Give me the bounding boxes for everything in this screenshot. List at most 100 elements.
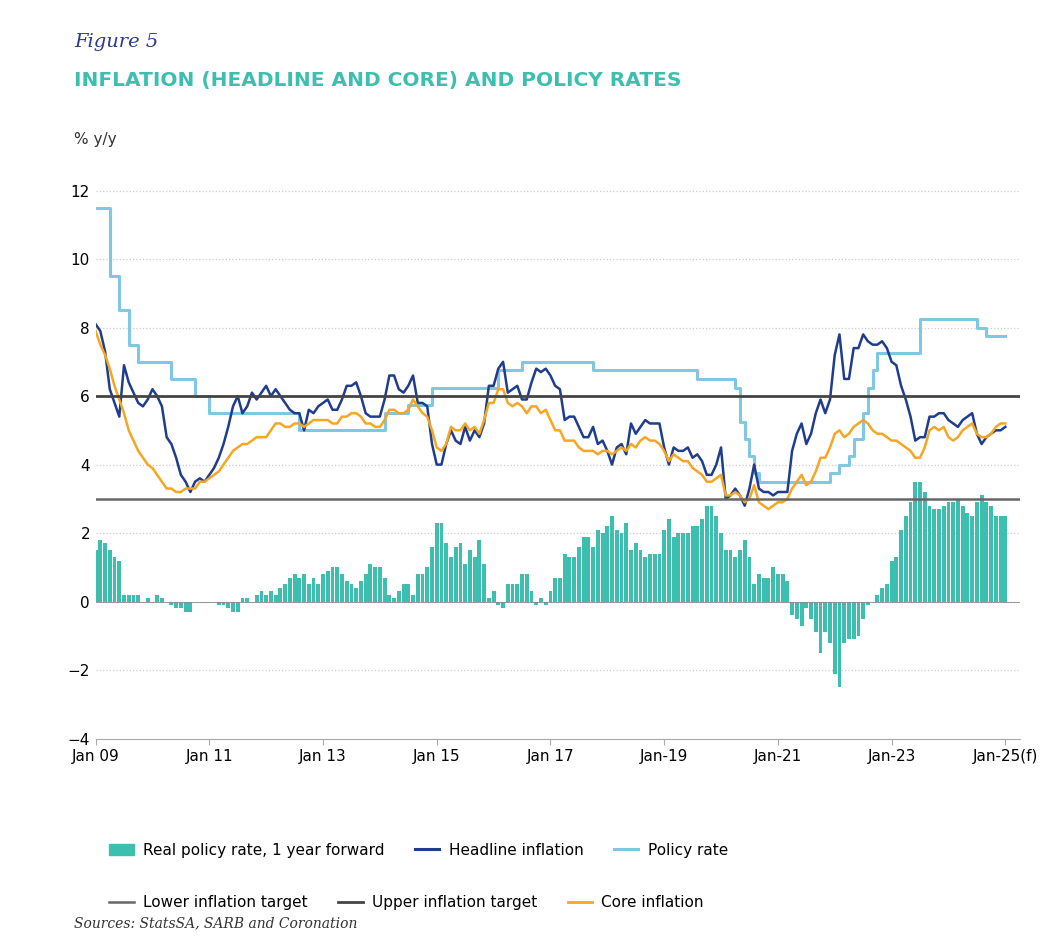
Bar (401, 584, 406, 601)
Bar (596, 529, 600, 601)
Bar (686, 533, 690, 601)
Bar (316, 584, 321, 601)
Bar (663, 529, 666, 601)
Bar (345, 581, 348, 601)
Bar (288, 578, 292, 601)
Bar (434, 523, 439, 601)
Bar (217, 601, 221, 605)
Bar (1004, 516, 1007, 601)
Bar (624, 523, 628, 601)
Bar (786, 581, 789, 601)
Bar (847, 601, 851, 639)
Bar (245, 599, 250, 601)
Bar (748, 557, 752, 601)
Bar (520, 574, 524, 601)
Bar (638, 550, 643, 601)
Bar (136, 595, 140, 601)
Bar (885, 584, 889, 601)
Bar (605, 527, 610, 601)
Bar (506, 584, 510, 601)
Bar (927, 506, 931, 601)
Bar (170, 601, 173, 605)
Bar (771, 567, 775, 601)
Bar (696, 527, 699, 601)
Bar (108, 550, 112, 601)
Bar (303, 574, 306, 601)
Text: Sources: StatsSA, SARB and Coronation: Sources: StatsSA, SARB and Coronation (74, 916, 358, 930)
Bar (657, 554, 662, 601)
Bar (875, 595, 879, 601)
Bar (226, 601, 230, 609)
Bar (946, 502, 950, 601)
Bar (548, 591, 552, 601)
Bar (330, 567, 335, 601)
Bar (852, 601, 856, 639)
Bar (118, 561, 121, 601)
Bar (563, 554, 567, 601)
Bar (482, 564, 486, 601)
Bar (918, 482, 922, 601)
Legend: Lower inflation target, Upper inflation target, Core inflation: Lower inflation target, Upper inflation … (103, 889, 709, 916)
Bar (160, 599, 164, 601)
Bar (601, 533, 604, 601)
Bar (99, 540, 102, 601)
Bar (416, 574, 419, 601)
Bar (984, 502, 989, 601)
Bar (952, 502, 955, 601)
Bar (397, 591, 400, 601)
Bar (582, 537, 585, 601)
Bar (724, 550, 727, 601)
Bar (761, 578, 766, 601)
Bar (586, 537, 590, 601)
Bar (842, 601, 846, 643)
Bar (809, 601, 812, 618)
Bar (264, 595, 268, 601)
Bar (259, 591, 263, 601)
Bar (407, 584, 410, 601)
Bar (629, 550, 633, 601)
Bar (709, 506, 714, 601)
Bar (572, 557, 576, 601)
Bar (349, 584, 354, 601)
Bar (738, 550, 742, 601)
Bar (188, 601, 192, 612)
Bar (178, 601, 183, 609)
Bar (866, 601, 870, 605)
Bar (752, 584, 756, 601)
Bar (544, 601, 548, 605)
Bar (373, 567, 377, 601)
Bar (890, 561, 893, 601)
Bar (453, 546, 458, 601)
Bar (634, 544, 637, 601)
Bar (311, 578, 315, 601)
Bar (93, 550, 98, 601)
Bar (340, 574, 344, 601)
Bar (145, 599, 150, 601)
Bar (336, 567, 339, 601)
Bar (184, 601, 188, 612)
Bar (255, 595, 258, 601)
Bar (989, 506, 993, 601)
Bar (222, 601, 225, 605)
Bar (894, 557, 898, 601)
Bar (690, 527, 695, 601)
Bar (790, 601, 794, 616)
Bar (126, 595, 131, 601)
Bar (813, 601, 818, 633)
Bar (715, 516, 718, 601)
Bar (965, 512, 970, 601)
Bar (828, 601, 832, 643)
Bar (449, 557, 452, 601)
Bar (648, 554, 652, 601)
Bar (515, 584, 519, 601)
Bar (496, 601, 500, 605)
Bar (293, 574, 296, 601)
Bar (382, 578, 387, 601)
Bar (284, 584, 287, 601)
Bar (132, 595, 136, 601)
Bar (975, 502, 979, 601)
Bar (776, 574, 780, 601)
Bar (913, 482, 918, 601)
Bar (667, 519, 671, 601)
Bar (122, 595, 126, 601)
